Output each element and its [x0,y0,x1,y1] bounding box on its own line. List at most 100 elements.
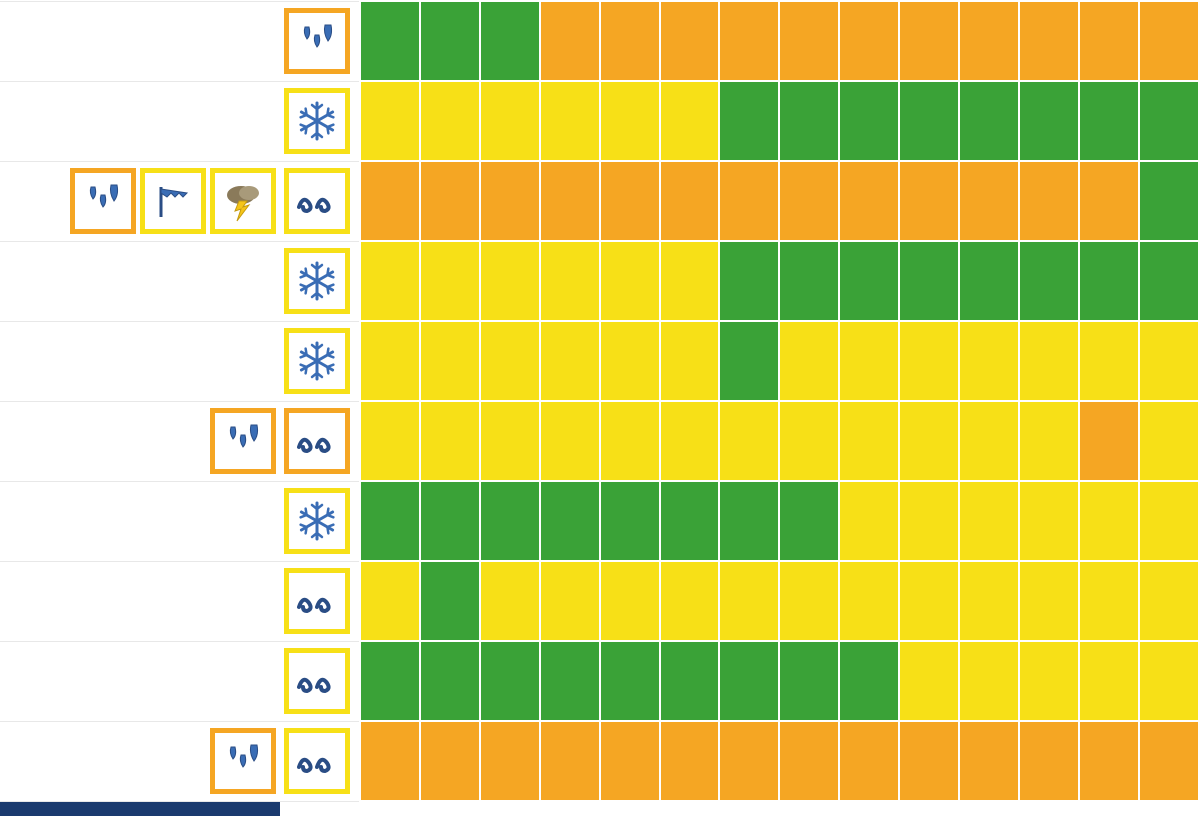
warning-cell[interactable] [420,481,480,561]
warning-cell[interactable] [959,481,1019,561]
warning-cell[interactable] [660,401,720,481]
warning-cell[interactable] [360,641,420,721]
warning-cell[interactable] [719,1,779,81]
warning-cell[interactable] [600,401,660,481]
warning-cell[interactable] [1079,1,1139,81]
warning-cell[interactable] [899,481,959,561]
warning-cell[interactable] [779,561,839,641]
warning-cell[interactable] [480,401,540,481]
warning-cell[interactable] [719,161,779,241]
warning-cell[interactable] [480,1,540,81]
warning-cell[interactable] [420,81,480,161]
warning-cell[interactable] [1019,721,1079,801]
warning-cell[interactable] [420,641,480,721]
warning-cell[interactable] [719,481,779,561]
warning-cell[interactable] [540,161,600,241]
warning-cell[interactable] [1019,81,1079,161]
warning-cell[interactable] [1079,161,1139,241]
warning-cell[interactable] [540,401,600,481]
warning-cell[interactable] [540,1,600,81]
warning-cell[interactable] [360,321,420,401]
warning-cell[interactable] [779,641,839,721]
wave-icon[interactable] [284,568,350,634]
warning-cell[interactable] [1139,161,1199,241]
warning-cell[interactable] [600,561,660,641]
warning-cell[interactable] [540,641,600,721]
warning-cell[interactable] [660,321,720,401]
warning-cell[interactable] [360,721,420,801]
warning-cell[interactable] [779,481,839,561]
warning-cell[interactable] [899,241,959,321]
warning-cell[interactable] [959,561,1019,641]
warning-cell[interactable] [1139,81,1199,161]
warning-cell[interactable] [660,721,720,801]
warning-cell[interactable] [360,81,420,161]
warning-cell[interactable] [1019,561,1079,641]
warning-cell[interactable] [839,481,899,561]
warning-cell[interactable] [719,81,779,161]
warning-cell[interactable] [899,321,959,401]
warning-cell[interactable] [1019,401,1079,481]
warning-cell[interactable] [420,321,480,401]
warning-cell[interactable] [660,81,720,161]
snow-icon[interactable] [284,88,350,154]
warning-cell[interactable] [360,241,420,321]
warning-cell[interactable] [660,1,720,81]
warning-cell[interactable] [1139,481,1199,561]
warning-cell[interactable] [839,1,899,81]
snow-icon[interactable] [284,328,350,394]
warning-cell[interactable] [1079,561,1139,641]
wave-icon[interactable] [284,728,350,794]
warning-cell[interactable] [600,81,660,161]
warning-cell[interactable] [719,321,779,401]
warning-cell[interactable] [540,721,600,801]
warning-cell[interactable] [1139,241,1199,321]
warning-cell[interactable] [779,401,839,481]
warning-cell[interactable] [1139,401,1199,481]
wave-icon[interactable] [284,408,350,474]
warning-cell[interactable] [839,241,899,321]
warning-cell[interactable] [899,81,959,161]
warning-cell[interactable] [779,161,839,241]
warning-cell[interactable] [540,241,600,321]
warning-cell[interactable] [899,401,959,481]
warning-cell[interactable] [779,321,839,401]
warning-cell[interactable] [1139,321,1199,401]
warning-cell[interactable] [719,721,779,801]
wave-icon[interactable] [284,648,350,714]
warning-cell[interactable] [480,561,540,641]
warning-cell[interactable] [600,321,660,401]
warning-cell[interactable] [480,161,540,241]
warning-cell[interactable] [1019,481,1079,561]
rain-icon[interactable] [210,728,276,794]
warning-cell[interactable] [600,481,660,561]
warning-cell[interactable] [600,721,660,801]
warning-cell[interactable] [839,561,899,641]
warning-cell[interactable] [1079,321,1139,401]
warning-cell[interactable] [719,401,779,481]
rain-icon[interactable] [284,8,350,74]
warning-cell[interactable] [779,721,839,801]
warning-cell[interactable] [600,1,660,81]
warning-cell[interactable] [959,401,1019,481]
warning-cell[interactable] [420,161,480,241]
warning-cell[interactable] [1079,401,1139,481]
warning-cell[interactable] [959,241,1019,321]
warning-cell[interactable] [839,641,899,721]
warning-cell[interactable] [719,241,779,321]
warning-cell[interactable] [1079,481,1139,561]
warning-cell[interactable] [360,401,420,481]
warning-cell[interactable] [899,1,959,81]
warning-cell[interactable] [1139,721,1199,801]
wind-icon[interactable] [140,168,206,234]
storm-icon[interactable] [210,168,276,234]
warning-cell[interactable] [600,641,660,721]
warning-cell[interactable] [600,241,660,321]
warning-cell[interactable] [959,721,1019,801]
warning-cell[interactable] [660,561,720,641]
warning-cell[interactable] [1019,641,1079,721]
warning-cell[interactable] [779,241,839,321]
warning-cell[interactable] [480,641,540,721]
warning-cell[interactable] [959,81,1019,161]
rain-icon[interactable] [70,168,136,234]
